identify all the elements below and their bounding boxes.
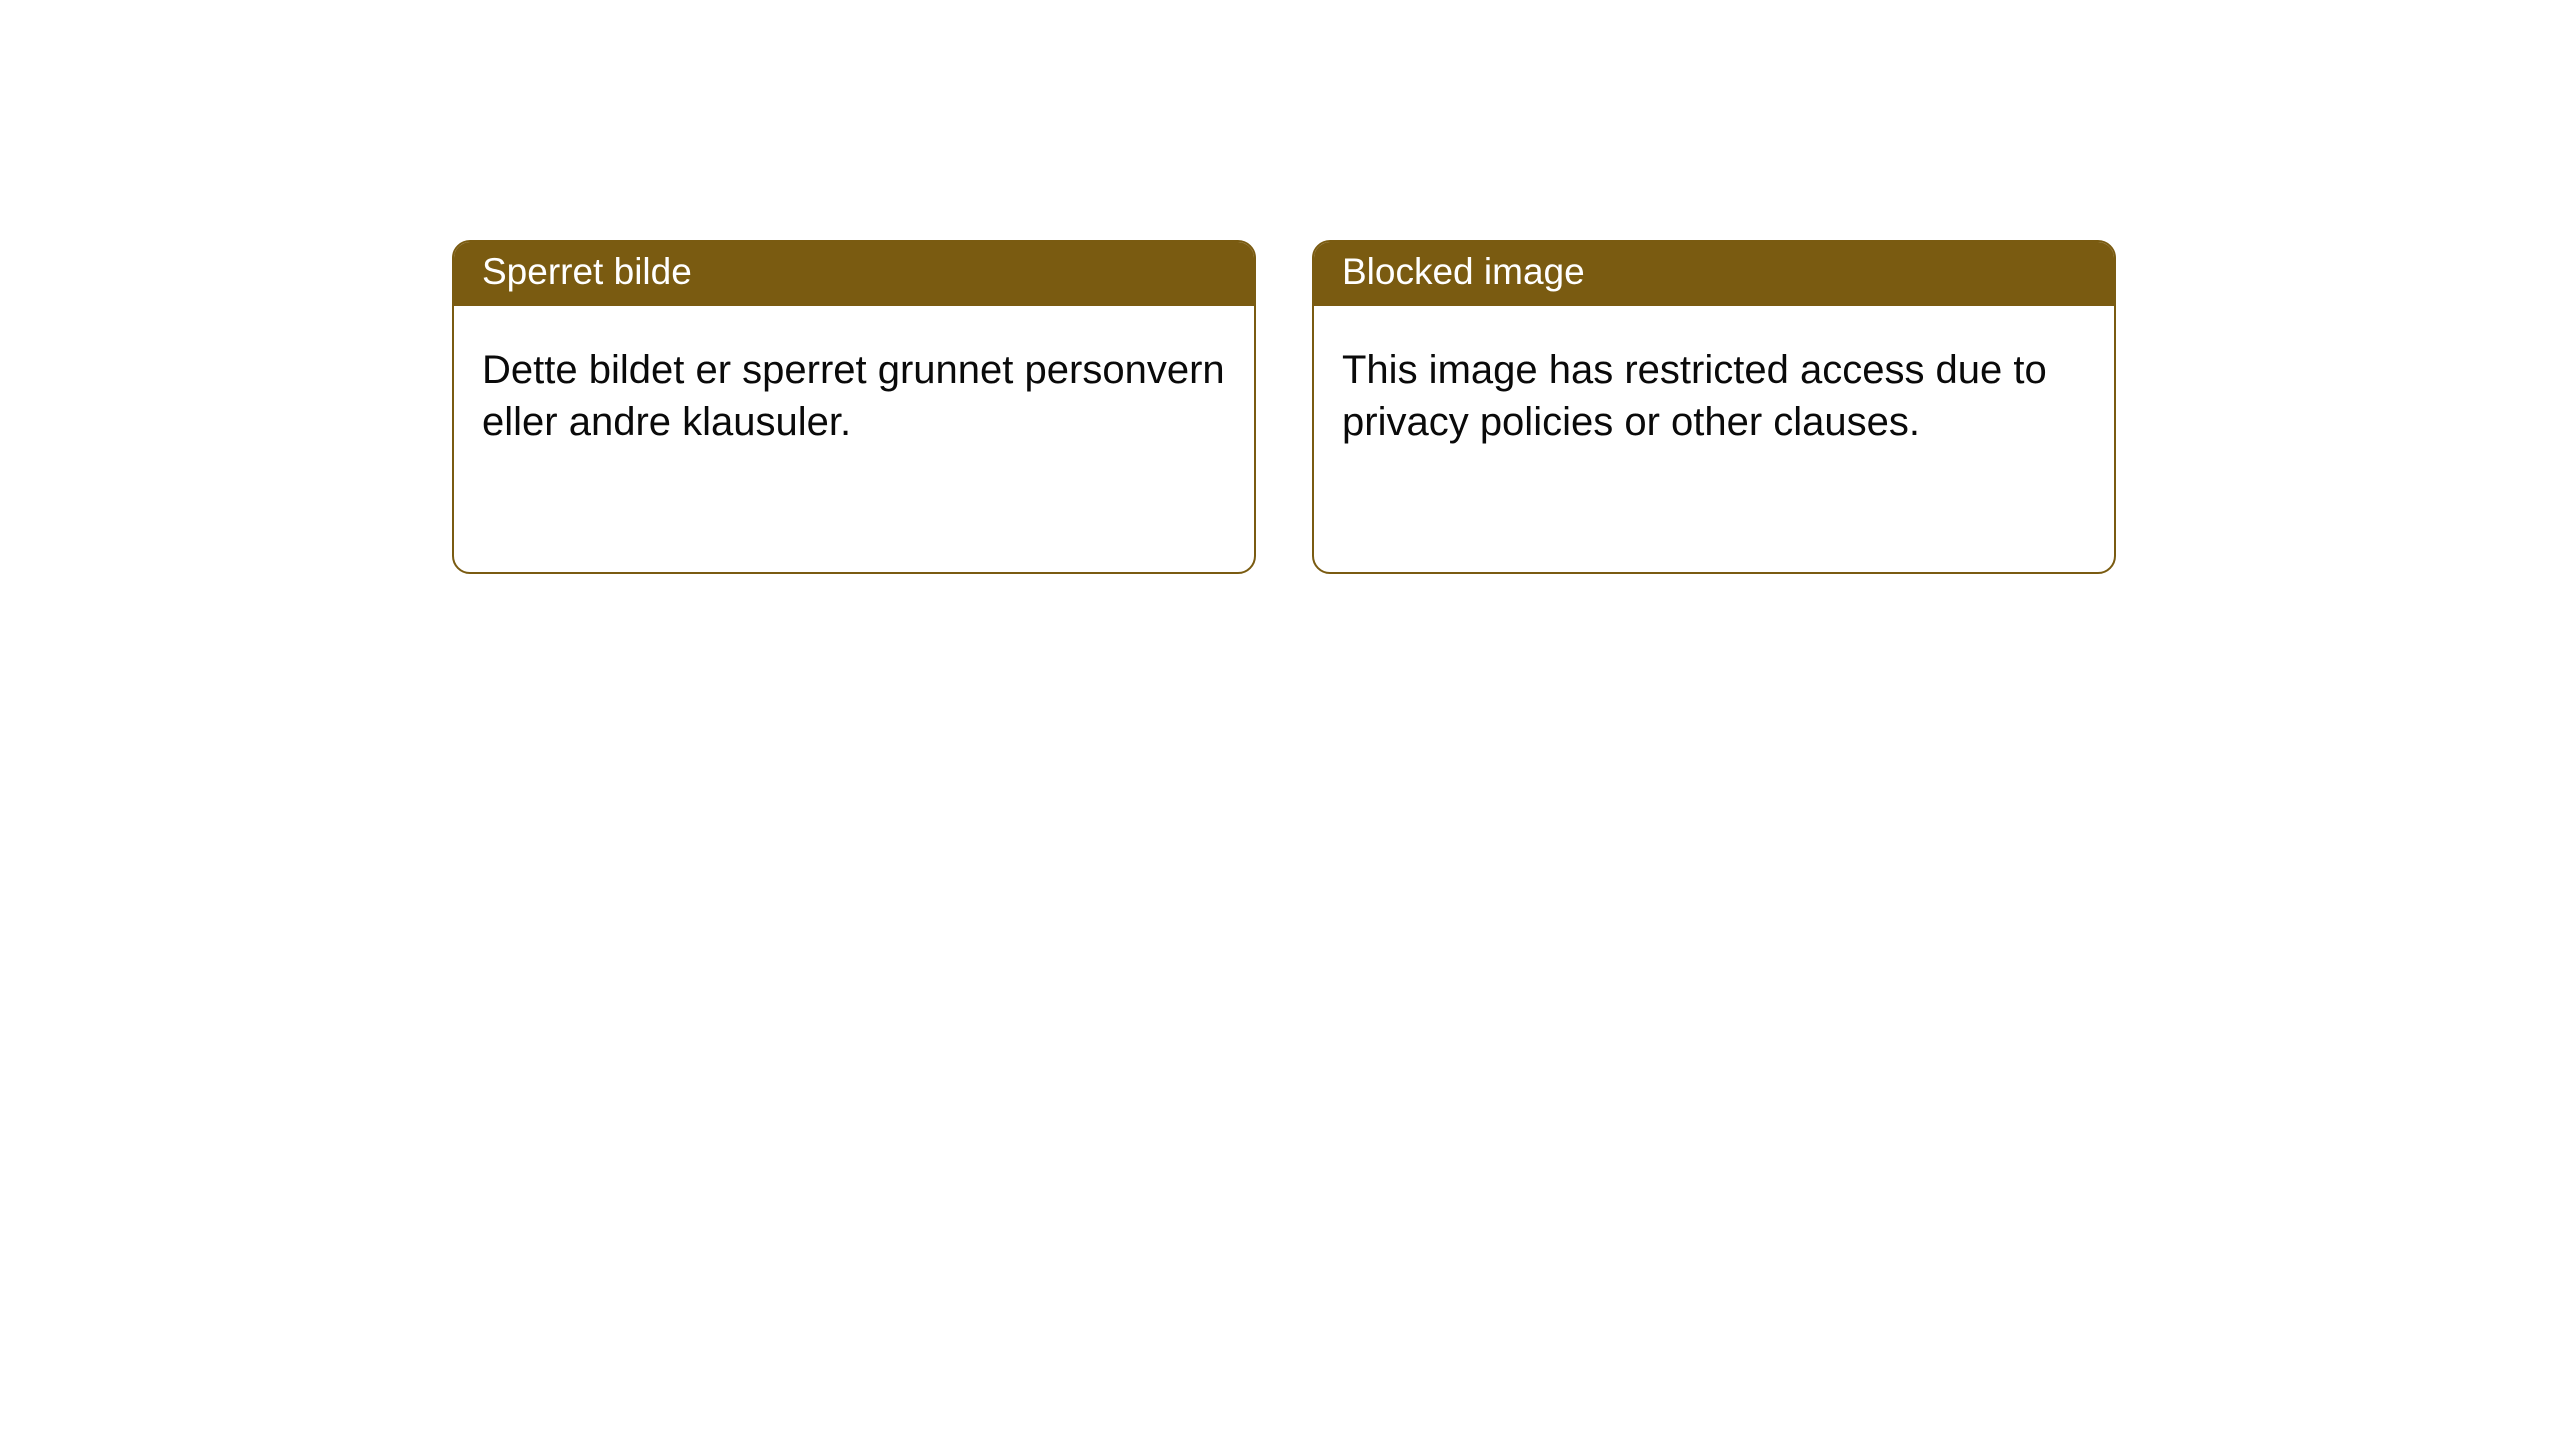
- notice-body-en: This image has restricted access due to …: [1314, 306, 2114, 476]
- notice-body-no: Dette bildet er sperret grunnet personve…: [454, 306, 1254, 476]
- notice-row: Sperret bilde Dette bildet er sperret gr…: [0, 0, 2560, 574]
- notice-title-en: Blocked image: [1314, 242, 2114, 306]
- notice-title-no: Sperret bilde: [454, 242, 1254, 306]
- notice-card-en: Blocked image This image has restricted …: [1312, 240, 2116, 574]
- notice-card-no: Sperret bilde Dette bildet er sperret gr…: [452, 240, 1256, 574]
